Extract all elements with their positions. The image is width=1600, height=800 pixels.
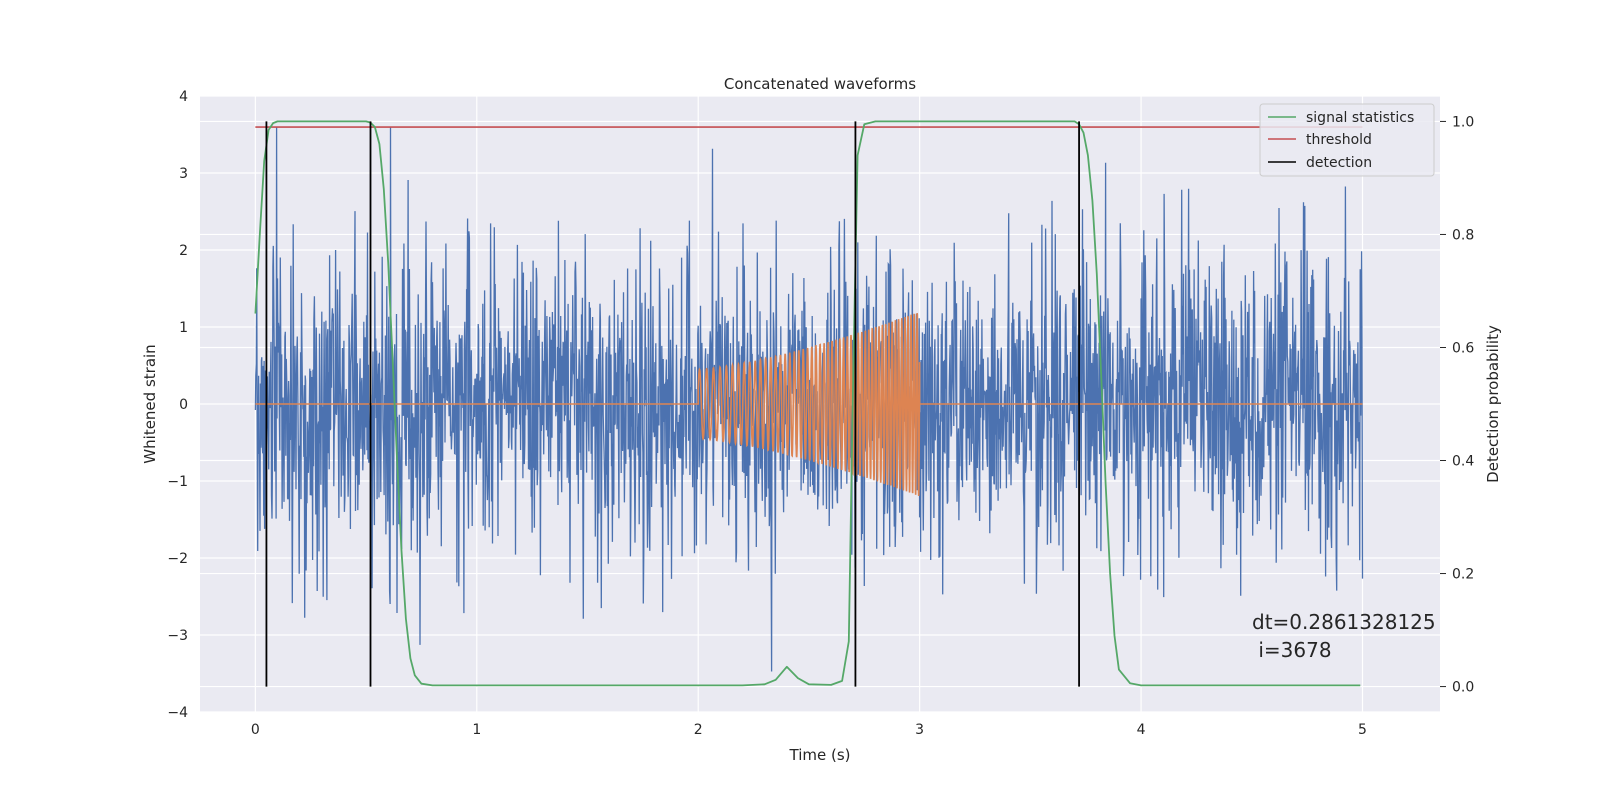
right-y-tick-label: 0.0 xyxy=(1452,680,1474,696)
legend-label-detection: detection xyxy=(1306,155,1372,171)
x-axis-ticks: 0 1 2 3 4 5 xyxy=(251,722,1367,738)
x-tick-label: 1 xyxy=(472,722,481,738)
x-axis-label: Time (s) xyxy=(789,746,851,764)
annotation-index: i=3678 xyxy=(1252,638,1332,662)
left-y-tick-label: 0 xyxy=(179,397,188,413)
x-tick-label: 2 xyxy=(694,722,703,738)
legend: signal statistics threshold detection xyxy=(1259,103,1435,177)
left-y-tick-label: 3 xyxy=(179,166,188,182)
left-y-tick-label: 1 xyxy=(179,320,188,336)
legend-box xyxy=(1259,103,1435,177)
x-tick-label: 3 xyxy=(915,722,924,738)
chart-title: Concatenated waveforms xyxy=(724,75,916,93)
left-y-tick-label: 4 xyxy=(179,89,188,105)
legend-label-threshold: threshold xyxy=(1306,132,1372,148)
left-y-tick-label: 2 xyxy=(179,243,188,259)
x-tick-label: 4 xyxy=(1137,722,1146,738)
signal-statistics-line xyxy=(254,120,1361,687)
left-y-tick-label: −3 xyxy=(167,628,188,644)
annotation: dt=0.2861328125 i=3678 xyxy=(1252,610,1436,662)
right-y-tick-label: 0.2 xyxy=(1452,567,1474,583)
right-y-axis-label: Detection probability xyxy=(1484,325,1502,483)
annotation-dt: dt=0.2861328125 xyxy=(1252,610,1436,634)
x-tick-label: 0 xyxy=(251,722,260,738)
right-y-tick-label: 0.6 xyxy=(1452,340,1474,356)
right-y-tick-label: 0.8 xyxy=(1452,227,1474,243)
right-y-tick-label: 1.0 xyxy=(1452,114,1474,130)
x-tick-label: 5 xyxy=(1358,722,1367,738)
template-series-line xyxy=(255,312,1363,496)
left-y-tick-label: −1 xyxy=(167,474,188,490)
left-y-tick-label: −2 xyxy=(167,551,188,567)
left-y-tick-label: −4 xyxy=(167,705,188,721)
left-y-axis-ticks: −4 −3 −2 −1 0 1 2 3 4 xyxy=(167,89,188,721)
right-y-axis-ticks: 0.0 0.2 0.4 0.6 0.8 1.0 xyxy=(1440,114,1474,696)
left-y-axis-label: Whitened strain xyxy=(141,344,159,463)
plot-series xyxy=(254,120,1364,687)
legend-label-signal-statistics: signal statistics xyxy=(1306,110,1414,126)
right-y-tick-label: 0.4 xyxy=(1452,454,1474,470)
